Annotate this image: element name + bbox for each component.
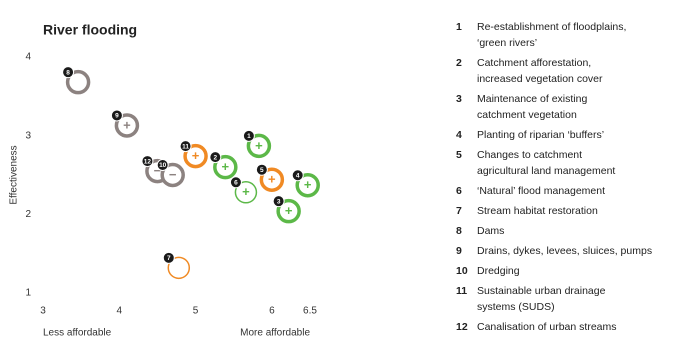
point-badge [179, 140, 192, 153]
point-sign: − [169, 167, 177, 182]
point-ring [167, 256, 191, 280]
point-badge-label: 11 [182, 143, 189, 150]
legend-number: 10 [456, 265, 468, 277]
point-sign: − [154, 163, 162, 178]
legend-text: catchment vegetation [477, 109, 577, 121]
point-badge-label: 12 [144, 158, 152, 165]
point-badge-label: 1 [247, 133, 251, 140]
point-ring [160, 162, 185, 188]
point-ring [246, 133, 272, 159]
y-tick-label: 1 [25, 288, 31, 299]
point-badge [62, 66, 75, 79]
y-tick-label: 3 [25, 130, 31, 141]
point-badge [162, 251, 175, 264]
legend-number: 8 [456, 225, 462, 237]
point-ring [114, 113, 140, 138]
point-ring [295, 172, 320, 198]
legend-text: Maintenance of existing [477, 93, 587, 105]
x-tick-label: 6 [269, 306, 275, 317]
point-badge-label: 8 [66, 69, 70, 76]
point-ring [259, 167, 285, 192]
x-tick-label: 6.5 [303, 306, 317, 317]
legend-text: Planting of riparian ‘buffers’ [477, 129, 604, 141]
legend-number: 6 [456, 185, 462, 197]
point-ring [213, 154, 238, 180]
point-badge-label: 10 [159, 162, 167, 169]
point-badge [141, 155, 154, 168]
point-sign: + [255, 138, 263, 153]
point-ring [276, 198, 301, 224]
point-sign: + [123, 117, 131, 132]
point-badge [272, 195, 285, 208]
legend-number: 2 [456, 57, 462, 69]
legend-text: Re-establishment of floodplains, [477, 21, 626, 33]
legend-number: 7 [456, 205, 462, 217]
point-badge [291, 169, 304, 182]
point-badge-label: 6 [234, 180, 238, 187]
y-tick-label: 4 [25, 52, 31, 63]
point-sign: + [222, 159, 230, 174]
legend-text: systems (SUDS) [477, 301, 555, 313]
point-ring [65, 69, 91, 95]
legend-text: agricultural land management [477, 165, 615, 177]
point-badge [229, 176, 242, 189]
legend-text: ‘green rivers’ [477, 37, 537, 49]
point-badge-label: 2 [214, 154, 218, 161]
legend-number: 1 [456, 21, 462, 33]
legend-number: 5 [456, 149, 462, 161]
chart-title: River flooding [43, 22, 137, 38]
point-sign: + [304, 177, 312, 192]
point-badge-label: 9 [115, 113, 119, 120]
point-ring [183, 143, 208, 169]
point-badge [242, 129, 255, 142]
point-badge [209, 151, 222, 164]
legend-text: Catchment afforestation, [477, 57, 591, 69]
legend-text: ‘Natural’ flood management [477, 185, 605, 197]
x-tick-label: 3 [40, 306, 46, 317]
legend-text: Changes to catchment [477, 149, 582, 161]
point-badge-label: 5 [260, 167, 264, 174]
legend-text: Dredging [477, 265, 520, 277]
legend-text: Canalisation of urban streams [477, 321, 617, 333]
legend-number: 12 [456, 321, 468, 333]
legend-number: 3 [456, 93, 462, 105]
point-ring [234, 181, 258, 204]
point-sign: + [242, 184, 250, 199]
point-badge [110, 109, 123, 122]
legend-text: Drains, dykes, levees, sluices, pumps [477, 245, 652, 257]
point-sign: + [285, 203, 293, 218]
legend-text: Sustainable urban drainage [477, 285, 606, 297]
point-badge-label: 7 [167, 255, 171, 262]
x-axis-label-right: More affordable [240, 328, 310, 339]
x-tick-label: 4 [117, 306, 123, 317]
point-badge-label: 3 [277, 198, 281, 205]
legend-number: 4 [456, 129, 462, 141]
point-badge [156, 159, 169, 171]
point-sign: + [268, 172, 276, 187]
point-sign: + [192, 148, 200, 163]
legend-text: Stream habitat restoration [477, 205, 598, 217]
y-axis-label: Effectiveness [9, 145, 20, 204]
legend-number: 9 [456, 245, 462, 257]
x-axis-label-left: Less affordable [43, 328, 112, 339]
legend-number: 11 [456, 285, 467, 297]
x-tick-label: 5 [193, 306, 199, 317]
legend-text: increased vegetation cover [477, 73, 603, 85]
point-badge [255, 163, 268, 176]
legend-text: Dams [477, 225, 504, 237]
y-tick-label: 2 [25, 209, 31, 220]
point-badge-label: 4 [296, 172, 300, 179]
